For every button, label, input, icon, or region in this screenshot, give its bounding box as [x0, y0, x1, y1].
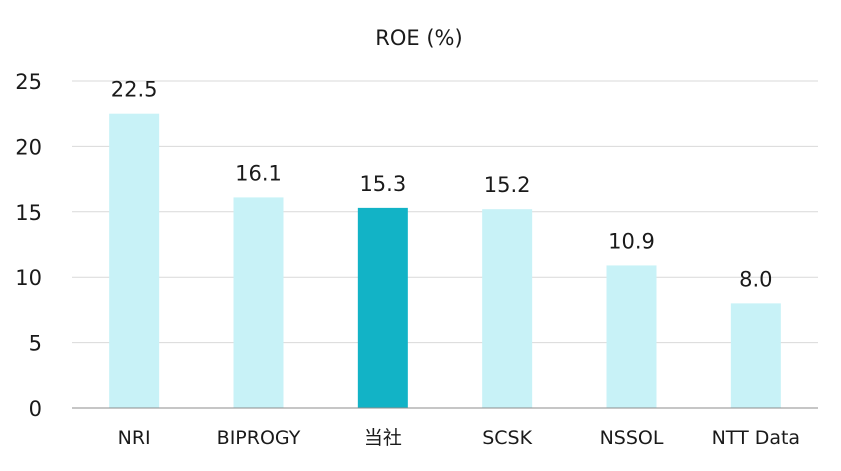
y-tick-label-5: 5 [29, 332, 42, 356]
y-tick-label-20: 20 [15, 135, 42, 159]
bars [109, 113, 781, 408]
chart-title: ROE (%) [375, 26, 462, 50]
bar-1 [233, 197, 284, 408]
x-tick-label-1: BIPROGY [217, 427, 301, 449]
y-tick-label-10: 10 [15, 266, 42, 290]
bar-3 [482, 209, 533, 408]
x-tick-label-3: SCSK [482, 427, 532, 449]
value-label-3: 15.2 [484, 173, 531, 197]
x-tick-label-0: NRI [118, 427, 151, 449]
value-label-0: 22.5 [111, 78, 158, 102]
bar-2 [357, 207, 408, 408]
value-label-5: 8.0 [739, 267, 772, 291]
x-tick-label-4: NSSOL [600, 427, 664, 449]
grid-lines [72, 80, 818, 344]
y-tick-label-0: 0 [29, 397, 42, 421]
x-axis-category-labels: NRI BIPROGY 当社 SCSK NSSOL NTT Data [118, 427, 800, 449]
bar-value-labels: 22.5 16.1 15.3 15.2 10.9 8.0 [111, 78, 773, 292]
bar-4 [606, 265, 657, 408]
value-label-2: 15.3 [359, 172, 406, 196]
y-axis-tick-labels: 0 5 10 15 20 25 [15, 70, 42, 421]
bar-0 [109, 113, 160, 408]
value-label-1: 16.1 [235, 161, 282, 185]
x-tick-label-5: NTT Data [712, 427, 801, 449]
x-tick-label-2: 当社 [364, 427, 402, 449]
bar-5 [730, 303, 781, 408]
value-label-4: 10.9 [608, 229, 655, 253]
y-tick-label-15: 15 [15, 201, 42, 225]
y-tick-label-25: 25 [15, 70, 42, 94]
